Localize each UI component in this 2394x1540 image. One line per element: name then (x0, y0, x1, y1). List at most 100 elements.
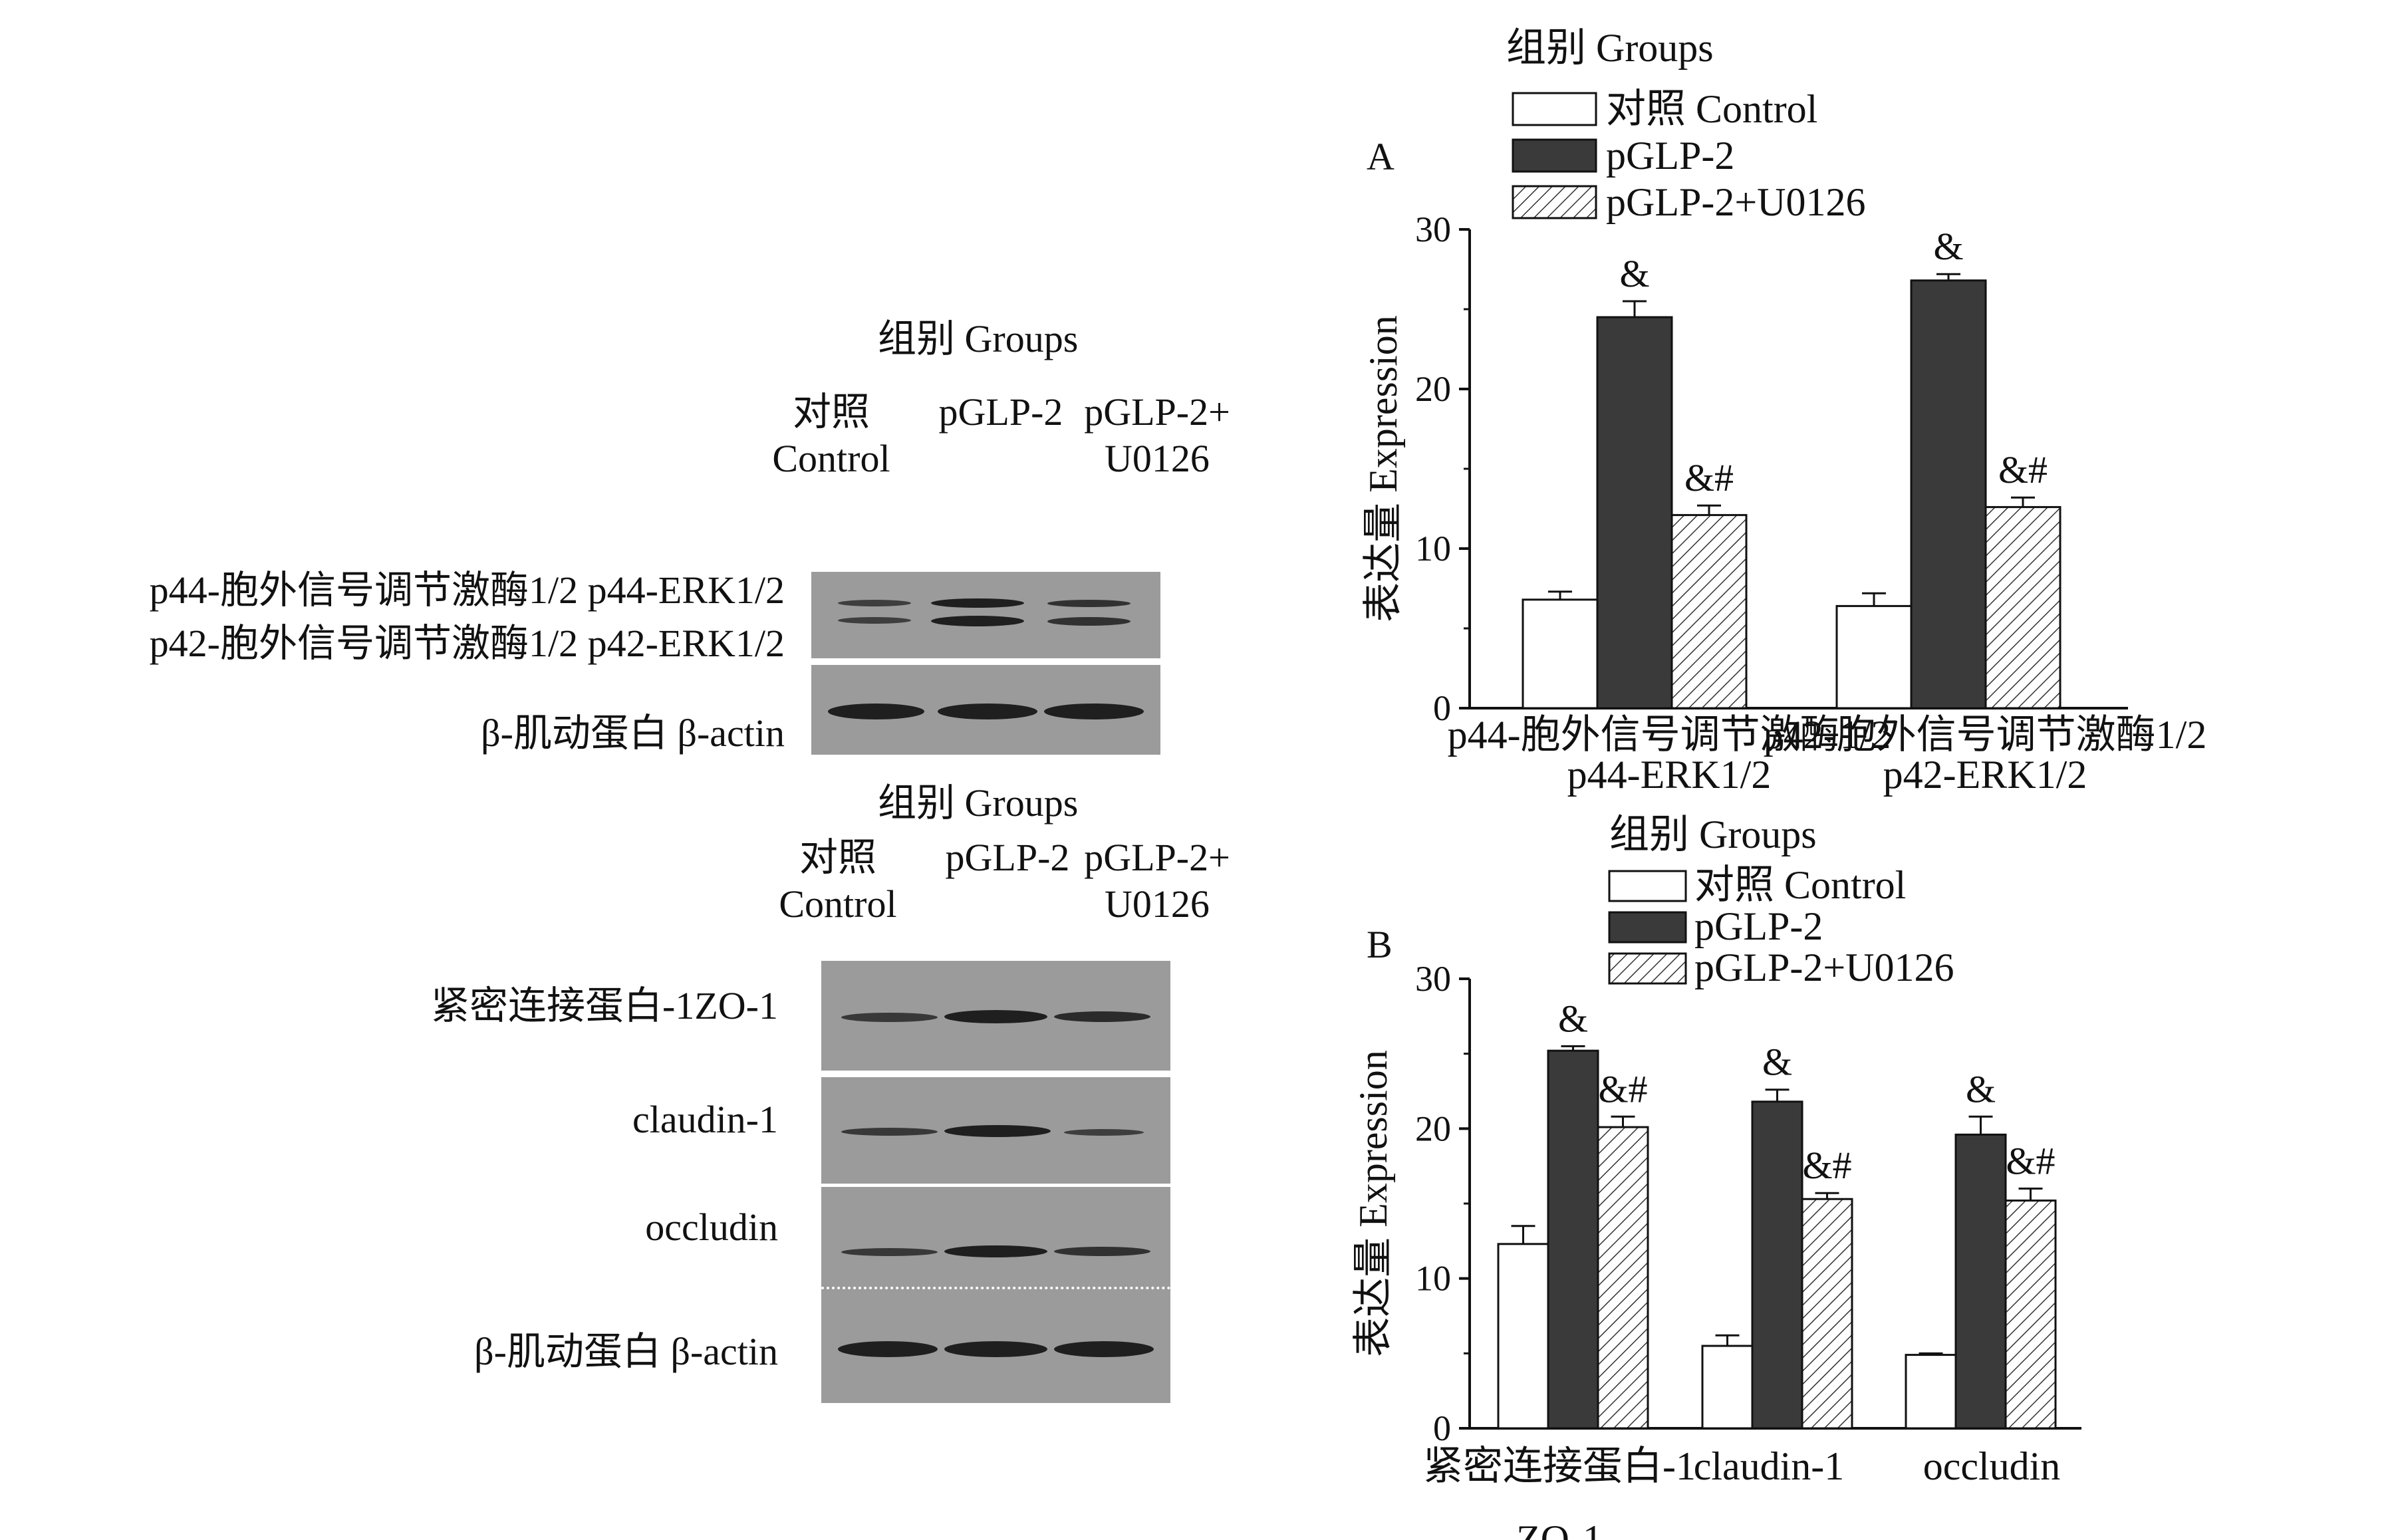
blot-band (1064, 1129, 1144, 1136)
blot-top-row-p42: p42-胞外信号调节激酶1/2 p42-ERK1/2 (149, 622, 785, 665)
x-category-label: ZO-1 (1516, 1517, 1603, 1540)
blot-zo1-panel (821, 961, 1170, 1071)
lane-label-line2: pGLP-2 (945, 836, 1070, 879)
significance-label: &# (2006, 1139, 2055, 1182)
blot-band (931, 598, 1024, 608)
blot-band (1047, 600, 1130, 607)
bar (2004, 1199, 2057, 1430)
legend-entry: 对照 Control (1606, 87, 1817, 131)
legend-title: 组别 Groups (1609, 813, 1817, 856)
blot-divider (821, 1287, 1170, 1292)
x-category-label: claudin-1 (1694, 1444, 1845, 1488)
significance-label: &# (1802, 1144, 1851, 1187)
blot-band (1054, 1011, 1150, 1022)
blot-band (838, 1341, 938, 1357)
bar (1954, 1133, 2007, 1430)
blot-top-lane-pglp2: pGLP-2 (918, 389, 1084, 436)
legend-swatch (1608, 870, 1687, 902)
y-tick-label: 0 (1433, 1408, 1451, 1448)
significance-label: &# (1598, 1067, 1647, 1110)
x-category-label: p44-胞外信号调节激酶1/2 (1448, 713, 1891, 757)
legend-swatch (1512, 185, 1597, 219)
bar (1497, 1243, 1549, 1430)
bar (1701, 1345, 1754, 1430)
lane-label-line1: 对照 (799, 836, 876, 879)
y-tick-label: 10 (1415, 1259, 1451, 1299)
y-tick-label: 20 (1415, 369, 1451, 409)
x-category-label: p42-ERK1/2 (1883, 753, 2087, 797)
blot-top-title: 组别 Groups (878, 317, 1079, 360)
legend-swatch (1512, 92, 1597, 126)
blot-band (838, 617, 911, 624)
bar (1670, 514, 1748, 709)
x-category-label: occludin (1923, 1444, 2061, 1488)
bar (1910, 279, 1987, 709)
significance-label: &# (1998, 448, 2048, 491)
legend-title: 组别 Groups (1506, 26, 1714, 70)
blot-claudin1-panel (821, 1077, 1170, 1184)
x-category-label: p44-ERK1/2 (1567, 753, 1772, 797)
blot-erk-panel (811, 572, 1160, 658)
y-tick-label: 10 (1415, 529, 1451, 569)
panel-label: A (1367, 135, 1395, 178)
significance-label: & (1619, 252, 1649, 295)
bar (1984, 506, 2062, 709)
lane-label-line2: U0126 (1105, 437, 1210, 480)
significance-label: & (1558, 997, 1588, 1040)
significance-label: & (1762, 1041, 1792, 1084)
blot-band (1047, 617, 1130, 626)
blot-band (841, 1248, 938, 1256)
blot-top-row-p44: p44-胞外信号调节激酶1/2 p44-ERK1/2 (149, 569, 785, 612)
x-category-label: p42-胞外信号调节激酶1/2 (1764, 713, 2207, 757)
panel-label: B (1367, 923, 1393, 966)
blot-band (838, 600, 911, 606)
lane-label-line2: U0126 (1105, 882, 1210, 926)
lane-label-line1: pGLP-2+ (1084, 836, 1230, 879)
blot-bottom-row-claudin1: claudin-1 (632, 1098, 778, 1141)
bar (1547, 1049, 1599, 1430)
y-tick-label: 30 (1415, 209, 1451, 249)
blot-band (944, 1125, 1051, 1137)
y-tick-label: 20 (1415, 1108, 1451, 1148)
blot-bottom-lane-control: 对照 Control (758, 834, 918, 928)
x-category-label: 紧密连接蛋白-1 (1423, 1444, 1696, 1488)
y-axis-label: 表达量 Expression (1361, 315, 1405, 622)
blot-bottom-row-occludin: occludin (645, 1206, 778, 1249)
significance-label: &# (1684, 456, 1734, 499)
blot-bottom-lane-pglp2-u0126: pGLP-2+ U0126 (1057, 834, 1257, 928)
lane-label-line1: pGLP-2+ (1084, 390, 1230, 434)
blot-top-row-actin: β-肌动蛋白 β-actin (481, 711, 785, 755)
bar (1835, 604, 1913, 709)
bar (1801, 1198, 1853, 1430)
lane-label-line2: pGLP-2 (938, 390, 1063, 434)
blot-band (931, 616, 1024, 626)
legend-swatch (1608, 911, 1687, 944)
blot-band (944, 1010, 1047, 1023)
significance-label: & (1966, 1067, 1996, 1110)
significance-label: & (1933, 225, 1963, 268)
y-tick-label: 0 (1433, 688, 1451, 728)
bar (1597, 1126, 1649, 1430)
blot-top-lane-pglp2-u0126: pGLP-2+ U0126 (1057, 389, 1257, 482)
legend-entry: pGLP-2 (1606, 134, 1734, 178)
blot-band (1054, 1341, 1154, 1357)
legend-swatch (1512, 138, 1597, 173)
legend-entry: pGLP-2+U0126 (1694, 946, 1954, 989)
blot-band (944, 1341, 1047, 1357)
blot-band (944, 1245, 1047, 1257)
bar (1596, 316, 1673, 709)
blot-occludin-actin-panel (821, 1187, 1170, 1403)
blot-band (1044, 704, 1144, 719)
lane-label-line1: 对照 (792, 390, 870, 434)
blot-band (828, 704, 924, 719)
blot-band (1054, 1247, 1150, 1256)
legend-entry: 对照 Control (1694, 863, 1906, 907)
bar (1522, 598, 1599, 709)
blot-top-lane-control: 对照 Control (751, 389, 911, 482)
blot-actin-panel (811, 665, 1160, 755)
blot-bottom-row-zo1: 紧密连接蛋白-1ZO-1 (431, 984, 778, 1027)
blot-band (841, 1128, 938, 1136)
blot-bottom-row-actin: β-肌动蛋白 β-actin (474, 1330, 778, 1373)
legend-entry: pGLP-2 (1694, 904, 1823, 948)
bar (1905, 1354, 1957, 1430)
